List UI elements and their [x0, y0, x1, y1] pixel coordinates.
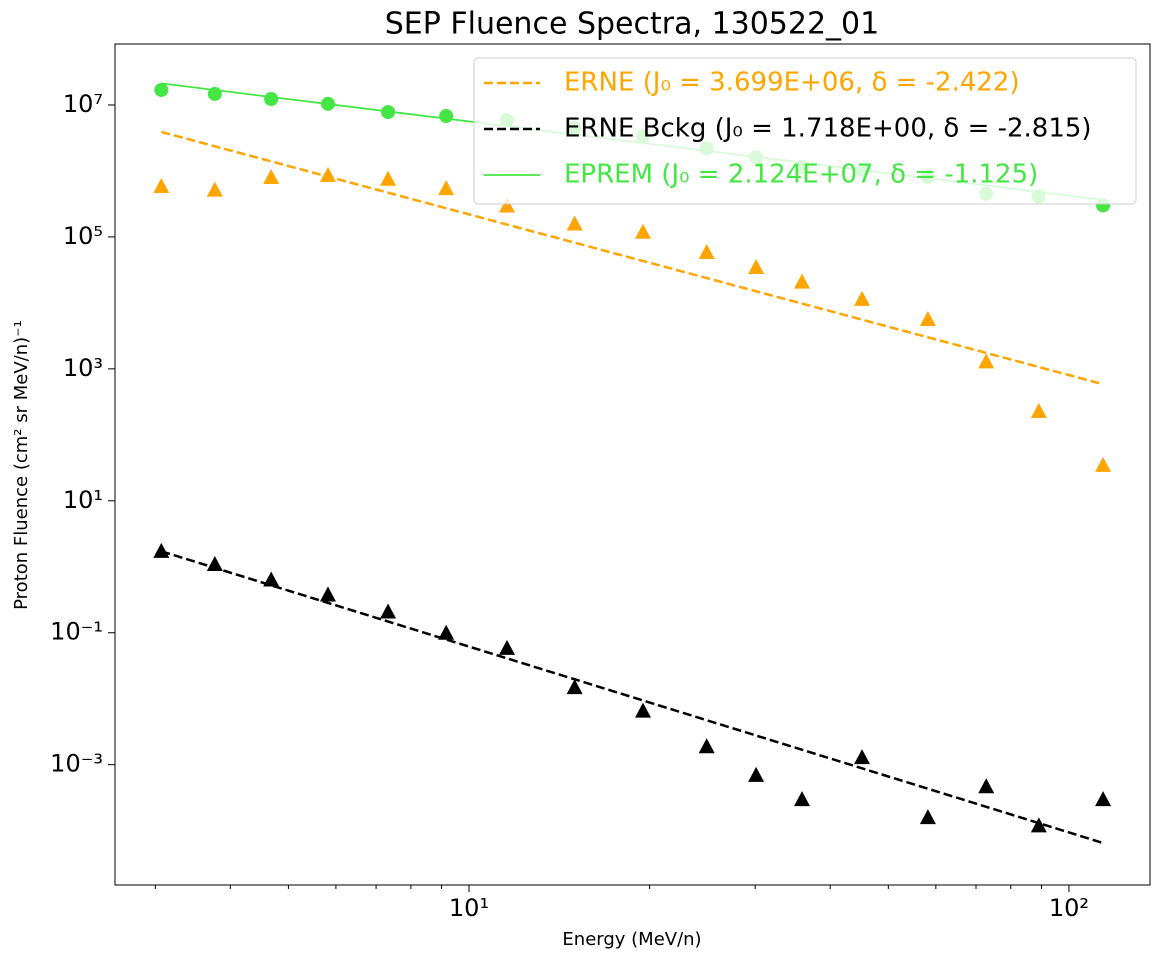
y-tick-label: 10¹ — [63, 486, 103, 514]
y-tick-label: 10⁵ — [63, 222, 103, 250]
point — [634, 223, 651, 239]
point — [919, 310, 936, 326]
point — [978, 353, 995, 369]
point — [438, 624, 455, 640]
x-tick-label: 10¹ — [449, 894, 489, 922]
point — [566, 679, 583, 695]
y-tick-label: 10⁻¹ — [50, 618, 103, 646]
point — [154, 82, 169, 97]
point — [978, 778, 995, 794]
point — [153, 542, 170, 558]
point — [264, 92, 279, 107]
point — [263, 168, 280, 184]
point — [498, 197, 515, 213]
y-tick-label: 10⁷ — [63, 90, 103, 118]
fit-line — [160, 130, 1104, 386]
y-tick-label: 10⁻³ — [50, 750, 103, 778]
point — [1095, 456, 1112, 472]
point — [748, 258, 765, 274]
legend-label: ERNE (J₀ = 3.699E+06, δ = -2.422) — [564, 68, 1020, 98]
plot-frame — [114, 43, 1151, 886]
point — [634, 702, 651, 718]
point — [1030, 402, 1047, 418]
point — [153, 178, 170, 194]
point — [854, 290, 871, 306]
legend-label: ERNE Bckg (J₀ = 1.718E+00, δ = -2.815) — [564, 114, 1092, 144]
point — [748, 766, 765, 782]
legend-box — [473, 57, 1137, 205]
y-axis-label: Proton Fluence (cm² sr MeV/n)⁻¹ — [11, 320, 32, 610]
point — [854, 749, 871, 765]
point — [498, 639, 515, 655]
fit-line — [160, 550, 1104, 845]
point — [794, 273, 811, 289]
point — [319, 166, 336, 182]
chart-title: SEP Fluence Spectra, 130522_01 — [385, 7, 879, 42]
point — [698, 738, 715, 754]
legend-label: EPREM (J₀ = 2.124E+07, δ = -1.125) — [564, 160, 1038, 190]
point — [206, 181, 223, 197]
y-tick-label: 10³ — [63, 354, 103, 382]
point — [380, 603, 397, 619]
x-axis-label: Energy (MeV/n) — [562, 929, 701, 950]
point — [1095, 791, 1112, 807]
point — [439, 109, 454, 124]
x-tick-label: 10² — [1049, 894, 1089, 922]
point — [919, 809, 936, 825]
point — [1030, 817, 1047, 833]
point — [566, 215, 583, 231]
point — [794, 791, 811, 807]
point — [380, 170, 397, 186]
point — [698, 244, 715, 260]
point — [319, 586, 336, 602]
point — [438, 180, 455, 196]
